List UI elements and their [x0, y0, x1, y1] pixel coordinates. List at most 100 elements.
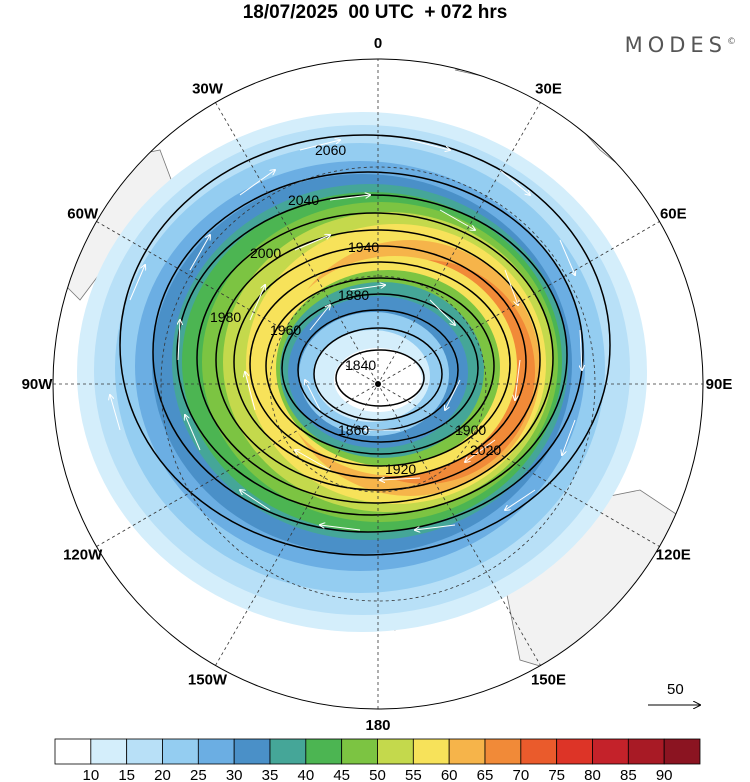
contour-label-layer: 2060 2040 2020 2000 1980 1960 1940 1920 …: [210, 142, 501, 477]
streamline: [320, 525, 361, 531]
colorbar-label: 65: [477, 767, 494, 782]
contour-label: 1940: [348, 239, 379, 255]
longitude-label: 30E: [535, 81, 562, 98]
colorbar-label: 15: [118, 767, 135, 782]
longitude-label: 150E: [531, 671, 566, 688]
streamline: [189, 235, 210, 271]
wind-streamlines: [110, 140, 582, 530]
brand-logo: MODES©: [625, 33, 736, 57]
colorbar-swatch: [305, 738, 343, 765]
contour-label: 2000: [250, 245, 281, 261]
longitude-label: 180: [365, 717, 390, 734]
streamline: [309, 305, 330, 331]
streamline: [110, 395, 121, 431]
colorbar-swatch: [627, 738, 665, 765]
streamline: [239, 170, 275, 196]
colorbar-swatch: [484, 738, 522, 765]
contour-1920: [265, 277, 495, 455]
streamline: [305, 380, 321, 411]
colorbar-swatch: [54, 738, 92, 765]
streamline: [499, 169, 530, 195]
colorbar-swatch: [448, 738, 486, 765]
brand-text: MODES: [624, 33, 727, 57]
contour-2020: [176, 194, 568, 516]
contour-label: 1980: [210, 309, 241, 325]
contour-1840: [335, 349, 425, 407]
colorbar-label: 85: [620, 767, 637, 782]
colorbar-label: 55: [405, 767, 422, 782]
colorbar-label: 80: [584, 767, 601, 782]
longitude-label: 120E: [656, 547, 691, 564]
colorbar-swatch: [126, 738, 163, 765]
streamline: [429, 299, 455, 325]
brand-mark: ©: [727, 37, 736, 47]
streamline: [299, 140, 340, 151]
colorbar-label: 10: [82, 767, 99, 782]
streamline: [415, 524, 456, 530]
colorbar-swatch: [377, 738, 414, 765]
longitude-label: 0: [374, 35, 382, 52]
contour-2040: [152, 171, 584, 533]
streamline: [185, 415, 201, 451]
streamline: [294, 235, 330, 251]
streamline: [245, 372, 256, 411]
colorbar-swatch: [90, 738, 128, 765]
contour-2000: [196, 212, 554, 504]
colorbar-label: 50: [369, 767, 386, 782]
streamline: [380, 478, 421, 480]
colorbar-label: 45: [333, 767, 350, 782]
map-title: 18/07/2025 00 UTC + 072 hrs: [242, 2, 508, 23]
colorbar-label: 60: [441, 767, 458, 782]
longitude-label: 150W: [188, 671, 228, 688]
colorbar-label: 75: [548, 767, 565, 782]
colorbar-swatch: [412, 738, 450, 765]
colorbar-swatch: [341, 738, 378, 765]
streamline: [409, 139, 450, 150]
streamline: [240, 490, 271, 511]
colorbar-label: 35: [262, 767, 279, 782]
streamline: [129, 265, 145, 301]
streamline: [249, 285, 265, 321]
contour-label: 1920: [385, 461, 416, 477]
colorbar-swatch: [663, 738, 701, 765]
streamline: [295, 450, 331, 471]
colorbar-swatch: [233, 738, 271, 765]
contour-2060: [119, 134, 611, 556]
streamline: [349, 285, 385, 291]
contour-label: 2060: [315, 142, 346, 158]
streamline: [445, 379, 461, 410]
contour-1940: [249, 261, 511, 467]
colorbar-label: 30: [226, 767, 243, 782]
streamline: [504, 269, 518, 305]
colorbar-swatch: [162, 738, 199, 765]
map-border: [52, 58, 704, 710]
longitude-label: 30W: [192, 81, 224, 98]
contour-label: 1880: [338, 287, 369, 303]
contour-label: 1960: [270, 322, 301, 338]
colorbar-label: 25: [190, 767, 207, 782]
contour-label: 1900: [455, 422, 486, 438]
contour-label: 1860: [338, 422, 369, 438]
contour-1900: [281, 293, 479, 443]
longitude-label: 60W: [67, 206, 99, 223]
contour-label: 1840: [345, 357, 376, 373]
streamline: [329, 195, 370, 201]
colorbar-swatch: [556, 738, 593, 765]
reference-vector: 50: [648, 681, 700, 705]
longitude-label: 120W: [63, 547, 103, 564]
colorbar-label: 20: [154, 767, 171, 782]
colorbar-swatch: [269, 738, 307, 765]
streamline: [562, 419, 576, 455]
contour-label: 2020: [470, 442, 501, 458]
colorbar-swatch: [592, 738, 629, 765]
longitude-label: 60E: [660, 206, 687, 223]
colorbar-label: 90: [656, 767, 673, 782]
map-disc: [53, 59, 703, 709]
streamline: [465, 439, 496, 462]
colorbar-swatch: [197, 738, 235, 765]
pole-marker: [375, 381, 381, 387]
shade-inner-10: [334, 348, 422, 412]
streamline: [515, 359, 521, 400]
colorbar-label: 40: [297, 767, 314, 782]
colorbar-swatch: [520, 738, 558, 765]
